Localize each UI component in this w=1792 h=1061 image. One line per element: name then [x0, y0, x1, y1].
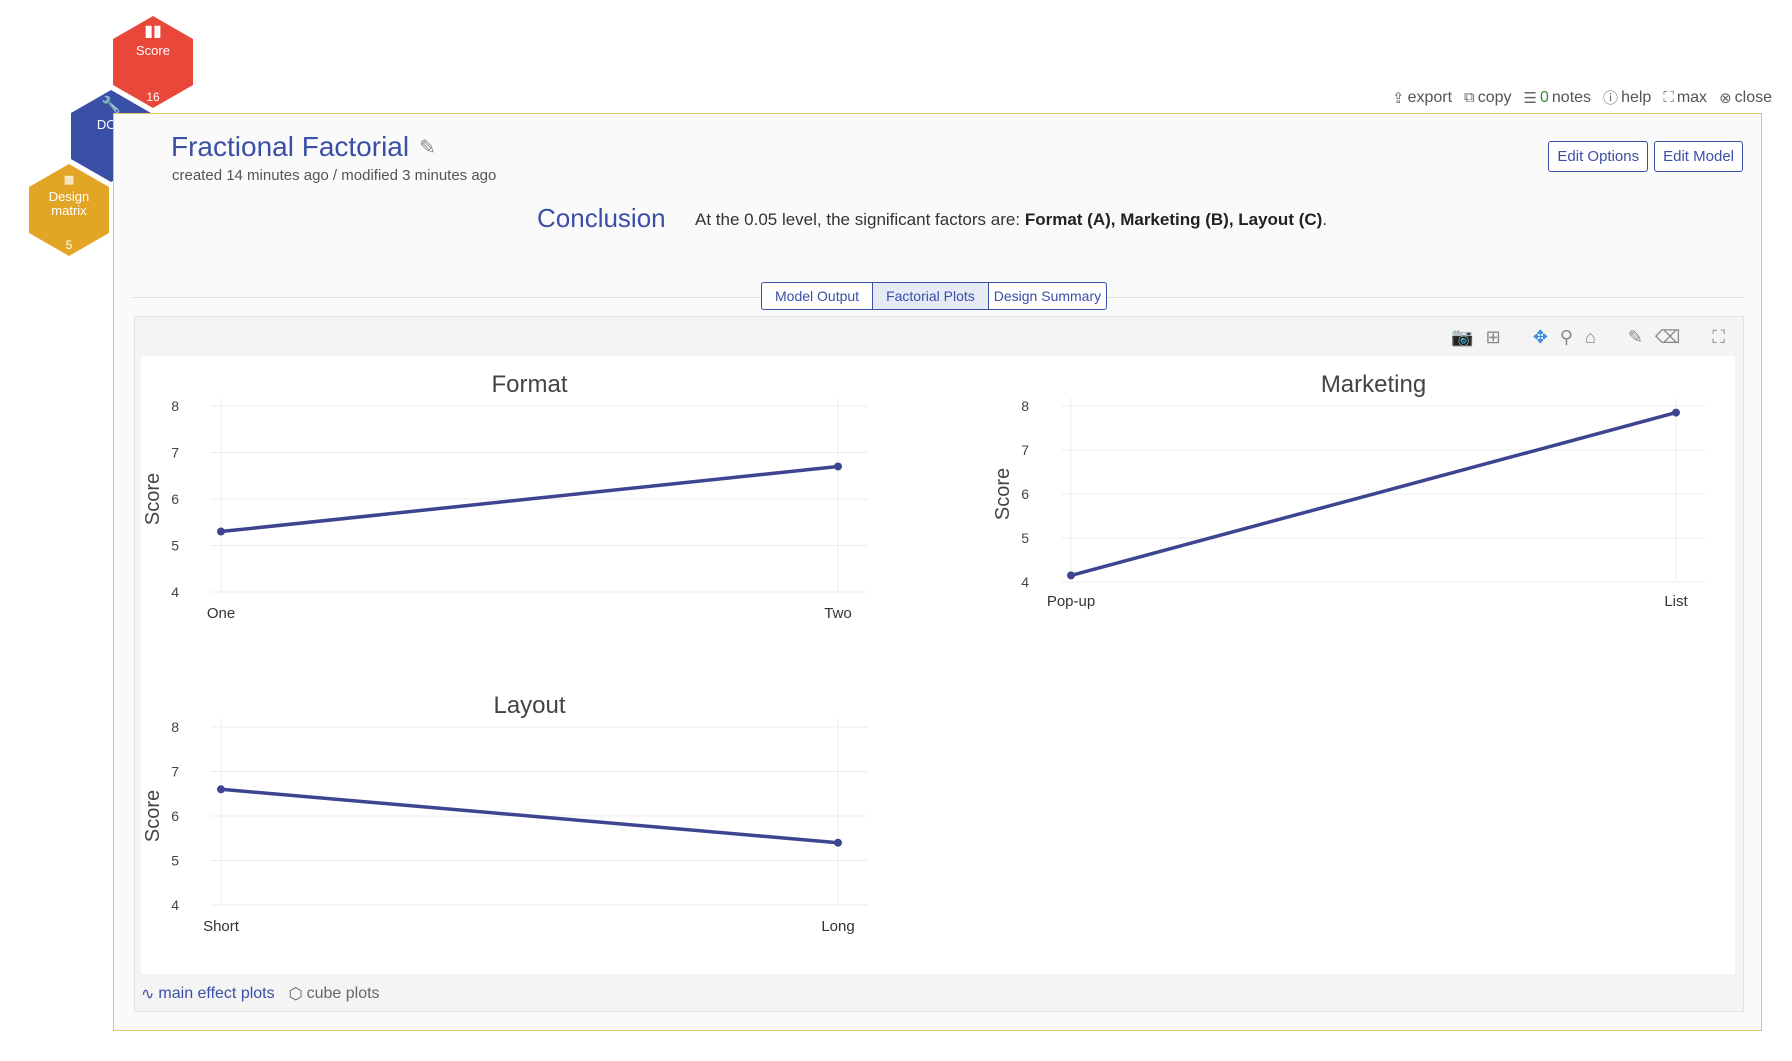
y-axis-label: Score	[992, 468, 1014, 520]
y-tick-label: 7	[1021, 442, 1029, 458]
edit-options-button[interactable]: Edit Options	[1548, 141, 1649, 172]
chart-title: Format	[491, 371, 567, 398]
y-tick-label: 7	[171, 764, 179, 780]
tab-model-output[interactable]: Model Output	[762, 283, 874, 309]
maximize-icon: ⛶	[1663, 89, 1674, 106]
data-point	[1067, 571, 1075, 580]
add-icon[interactable]: ⊞	[1485, 327, 1501, 347]
plot-container: 📷 ⊞ ✥ ⚲ ⌂ ✎ ⌫ ⛶ 4 5 6 7 8 One Two Format Score 4 5…	[134, 316, 1744, 1012]
fullscreen-icon[interactable]: ⛶	[1712, 327, 1725, 347]
design-matrix-hex-count: 5	[65, 238, 73, 252]
chart-title: Marketing	[1321, 371, 1426, 398]
x-tick-label: Pop-up	[1047, 593, 1095, 610]
output-tabs: Model Output Factorial Plots Design Summ…	[761, 282, 1108, 310]
y-tick-label: 5	[171, 853, 179, 869]
cube-icon: ⬡	[288, 986, 303, 1003]
edit-model-button[interactable]: Edit Model	[1654, 141, 1743, 172]
y-tick-label: 8	[1021, 398, 1029, 414]
home-icon[interactable]: ⌂	[1584, 327, 1596, 347]
x-tick-label: Two	[824, 605, 852, 622]
max-action[interactable]: ⛶ max	[1663, 88, 1708, 107]
cube-plots-link[interactable]: ⬡ cube plots	[288, 985, 380, 1003]
y-tick-label: 8	[171, 398, 179, 414]
y-tick-label: 8	[171, 719, 179, 735]
score-hex-count: 16	[146, 90, 160, 104]
conclusion-heading: Conclusion	[537, 203, 666, 233]
y-tick-label: 6	[171, 808, 179, 824]
data-point	[217, 527, 225, 536]
x-tick-label: List	[1664, 593, 1688, 610]
help-action[interactable]: ⓘ help	[1603, 88, 1652, 108]
export-action[interactable]: ⇪ export	[1391, 88, 1453, 107]
y-axis-label: Score	[142, 473, 164, 525]
y-tick-label: 4	[171, 897, 179, 913]
score-hex[interactable]: ▮▮ Score 16	[113, 16, 193, 108]
data-point	[834, 838, 842, 847]
close-action[interactable]: ⊗ close	[1719, 88, 1772, 107]
copy-icon: ⧉	[1464, 89, 1475, 106]
window-actions: ⇪ export ⧉ copy ☰ 0 notes ⓘ help ⛶ max ⊗ close	[1392, 87, 1772, 108]
plot-modebar: 📷 ⊞ ✥ ⚲ ⌂ ✎ ⌫ ⛶	[1451, 327, 1725, 348]
design-matrix-hex-label: Design matrix	[48, 189, 90, 218]
export-icon: ⇪	[1391, 89, 1405, 107]
y-tick-label: 4	[171, 584, 179, 600]
y-tick-label: 5	[171, 538, 179, 554]
y-tick-label: 5	[1021, 530, 1029, 546]
y-axis-label: Score	[142, 790, 164, 842]
zoom-icon[interactable]: ⚲	[1559, 327, 1573, 347]
series-line	[220, 464, 839, 534]
data-point	[1672, 408, 1680, 417]
camera-icon[interactable]: 📷	[1451, 327, 1474, 347]
y-tick-label: 7	[171, 445, 179, 461]
list-icon: ☰	[1523, 89, 1537, 107]
tab-factorial-plots[interactable]: Factorial Plots	[873, 283, 989, 309]
chart-title: Layout	[493, 692, 565, 719]
plot-area: 4 5 6 7 8 One Two Format Score 4 5 6 7 8 Pop-up List Mar…	[141, 356, 1735, 974]
wrench-icon: 🔧	[101, 97, 121, 114]
plot-type-bar: ∿ main effect plots ⬡ cube plots	[141, 984, 380, 1004]
notes-count: 0	[1540, 88, 1549, 106]
draw-pencil-icon[interactable]: ✎	[1627, 327, 1643, 347]
pan-icon[interactable]: ✥	[1532, 327, 1548, 347]
x-tick-label: One	[207, 605, 235, 622]
notes-action[interactable]: ☰ 0 notes	[1523, 88, 1592, 107]
page-subtitle: created 14 minutes ago / modified 3 minu…	[172, 167, 497, 184]
copy-action[interactable]: ⧉ copy	[1464, 88, 1512, 107]
series-line	[220, 787, 839, 845]
page-title: Fractional Factorial ✎	[171, 131, 436, 162]
data-point	[834, 462, 842, 471]
main-effect-plots-link[interactable]: ∿ main effect plots	[141, 985, 275, 1003]
tab-design-summary[interactable]: Design Summary	[993, 288, 1102, 304]
series-line	[1070, 410, 1677, 578]
eraser-icon[interactable]: ⌫	[1654, 327, 1681, 347]
y-tick-label: 6	[171, 491, 179, 507]
design-matrix-hex[interactable]: ▩ Design matrix 5	[29, 164, 109, 256]
edit-title-pencil-icon[interactable]: ✎	[419, 136, 436, 159]
x-tick-label: Short	[203, 918, 240, 935]
help-icon: ⓘ	[1603, 90, 1619, 107]
close-icon: ⊗	[1719, 89, 1732, 107]
y-tick-label: 4	[1021, 574, 1029, 590]
significant-factors: Format (A), Marketing (B), Layout (C)	[1024, 210, 1323, 229]
analysis-panel: Fractional Factorial ✎ created 14 minute…	[113, 113, 1762, 1031]
line-chart-icon: ∿	[141, 986, 155, 1003]
data-point	[217, 785, 225, 794]
factorial-plots-svg: 4 5 6 7 8 One Two Format Score 4 5 6 7 8 Pop-up List Mar…	[142, 371, 1706, 935]
conclusion-text: At the 0.05 level, the significant facto…	[695, 210, 1328, 229]
x-tick-label: Long	[821, 918, 854, 935]
y-tick-label: 6	[1021, 486, 1029, 502]
matrix-icon: ▩	[63, 174, 75, 186]
bar-chart-icon: ▮▮	[144, 23, 162, 40]
score-hex-label: Score	[136, 43, 170, 58]
